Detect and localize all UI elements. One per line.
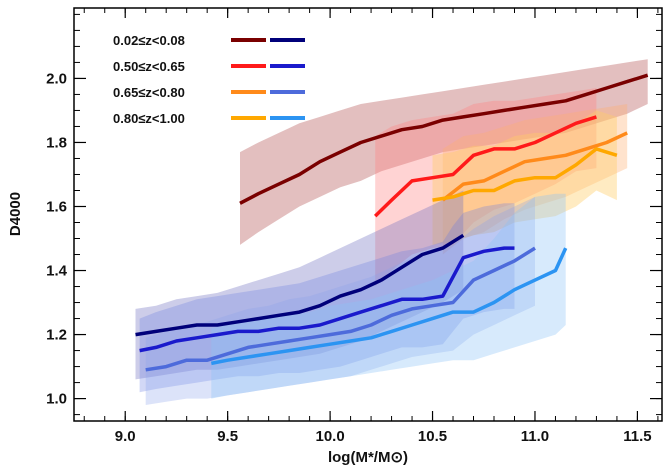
legend: 0.02≤z<0.08 0.50≤z<0.65 0.65≤z<0.80 0.80≤z<… [113,33,305,126]
plot-frame [73,7,663,422]
median-line-1 [239,73,649,205]
scatter-band-5 [135,190,464,380]
median-line-3 [441,131,628,202]
legend-label: 0.65≤z<0.80 [113,85,185,100]
legend-label: 0.80≤z<1.00 [113,111,185,126]
x-tick-label: 10.5 [418,428,447,445]
axes: 9.0 9.5 10.0 10.5 11.0 11.5 1.0 1.2 1.4 1.6 1.8 2.0 [46,8,662,445]
y-tick-label: 1.8 [46,134,67,151]
y-tick-label: 1.6 [46,198,67,215]
median-line-4 [432,147,618,202]
y-tick-label: 2.0 [46,70,67,87]
median-line-6 [139,246,515,353]
x-tick-label: 11.5 [623,428,651,445]
scatter-band-2 [375,88,597,287]
x-tick-label: 10.0 [315,428,344,445]
median-line-5 [135,233,465,337]
median-line-7 [145,246,536,372]
x-tick-label: 11.0 [521,428,549,445]
median-lines [135,73,649,372]
median-line-8 [210,247,568,366]
y-tick-label: 1.4 [46,263,68,280]
y-tick-label: 1.0 [46,391,67,408]
x-tick-label: 9.5 [217,428,238,445]
legend-label: 0.02≤z<0.08 [113,33,185,48]
median-line-2 [373,115,597,218]
legend-label: 0.50≤z<0.65 [113,59,185,74]
x-axis-title: log(M*/M⊙) [328,449,408,466]
y-tick-label: 1.2 [46,327,67,344]
x-tick-label: 9.0 [115,428,136,445]
scatter-band-6 [139,203,515,393]
scatter-band-7 [145,196,535,405]
scatter-bands [135,59,648,405]
y-axis-title: D4000 [7,192,24,236]
